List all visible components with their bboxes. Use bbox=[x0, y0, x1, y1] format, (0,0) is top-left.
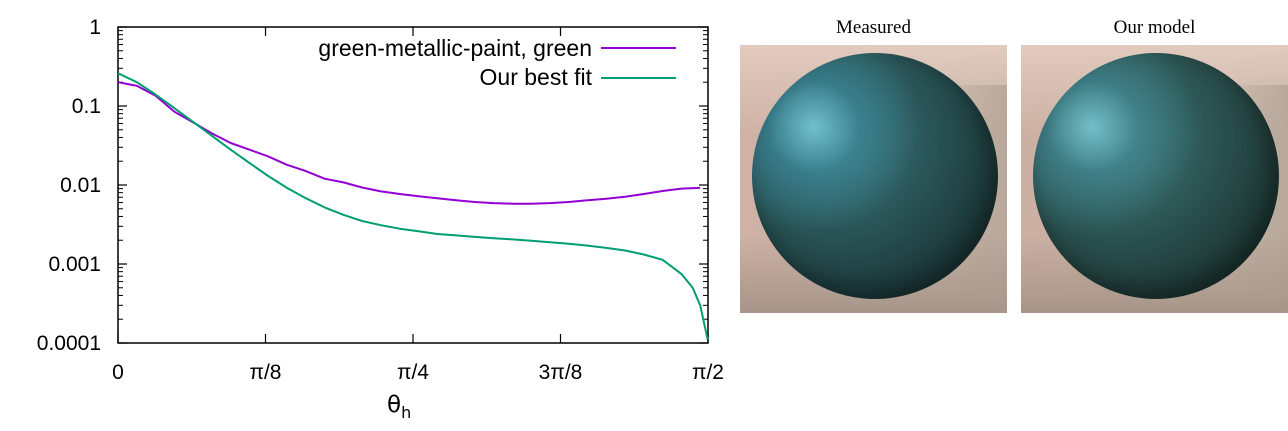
x-tick-label: π/4 bbox=[397, 361, 429, 384]
chart: 0 π/8 π/4 3π/8 π/2 1 0.1 0.01 0.001 0.0001 green-… bbox=[37, 16, 724, 422]
axis-ticks: 0 π/8 π/4 3π/8 π/2 1 0.1 0.01 0.001 0.0001 bbox=[37, 16, 724, 384]
legend-label-fit: Our best fit bbox=[480, 64, 593, 90]
measured-title: Measured bbox=[836, 17, 911, 38]
y-tick-label: 1 bbox=[89, 16, 101, 39]
series-fit-line bbox=[117, 72, 709, 340]
y-tick-label: 0.1 bbox=[72, 95, 101, 118]
plot-frame bbox=[117, 26, 709, 344]
measured-sphere-render bbox=[740, 45, 1007, 313]
metallic-sphere bbox=[752, 53, 998, 299]
y-tick-label: 0.01 bbox=[60, 174, 101, 197]
model-title: Our model bbox=[1113, 17, 1196, 38]
y-tick-label: 0.001 bbox=[48, 253, 101, 276]
x-tick-label: π/2 bbox=[692, 361, 724, 384]
series-measured-line bbox=[117, 81, 701, 205]
x-axis-label: θh bbox=[387, 392, 411, 422]
series-lines bbox=[117, 72, 709, 340]
metallic-sphere bbox=[1033, 53, 1279, 299]
legend-label-measured: green-metallic-paint, green bbox=[318, 35, 592, 61]
model-sphere-render bbox=[1021, 45, 1288, 313]
y-tick-label: 0.0001 bbox=[37, 332, 101, 355]
x-tick-label: 3π/8 bbox=[539, 361, 583, 384]
legend: green-metallic-paint, green Our best fit bbox=[318, 35, 676, 90]
x-tick-label: π/8 bbox=[249, 361, 281, 384]
x-tick-label: 0 bbox=[112, 361, 124, 384]
